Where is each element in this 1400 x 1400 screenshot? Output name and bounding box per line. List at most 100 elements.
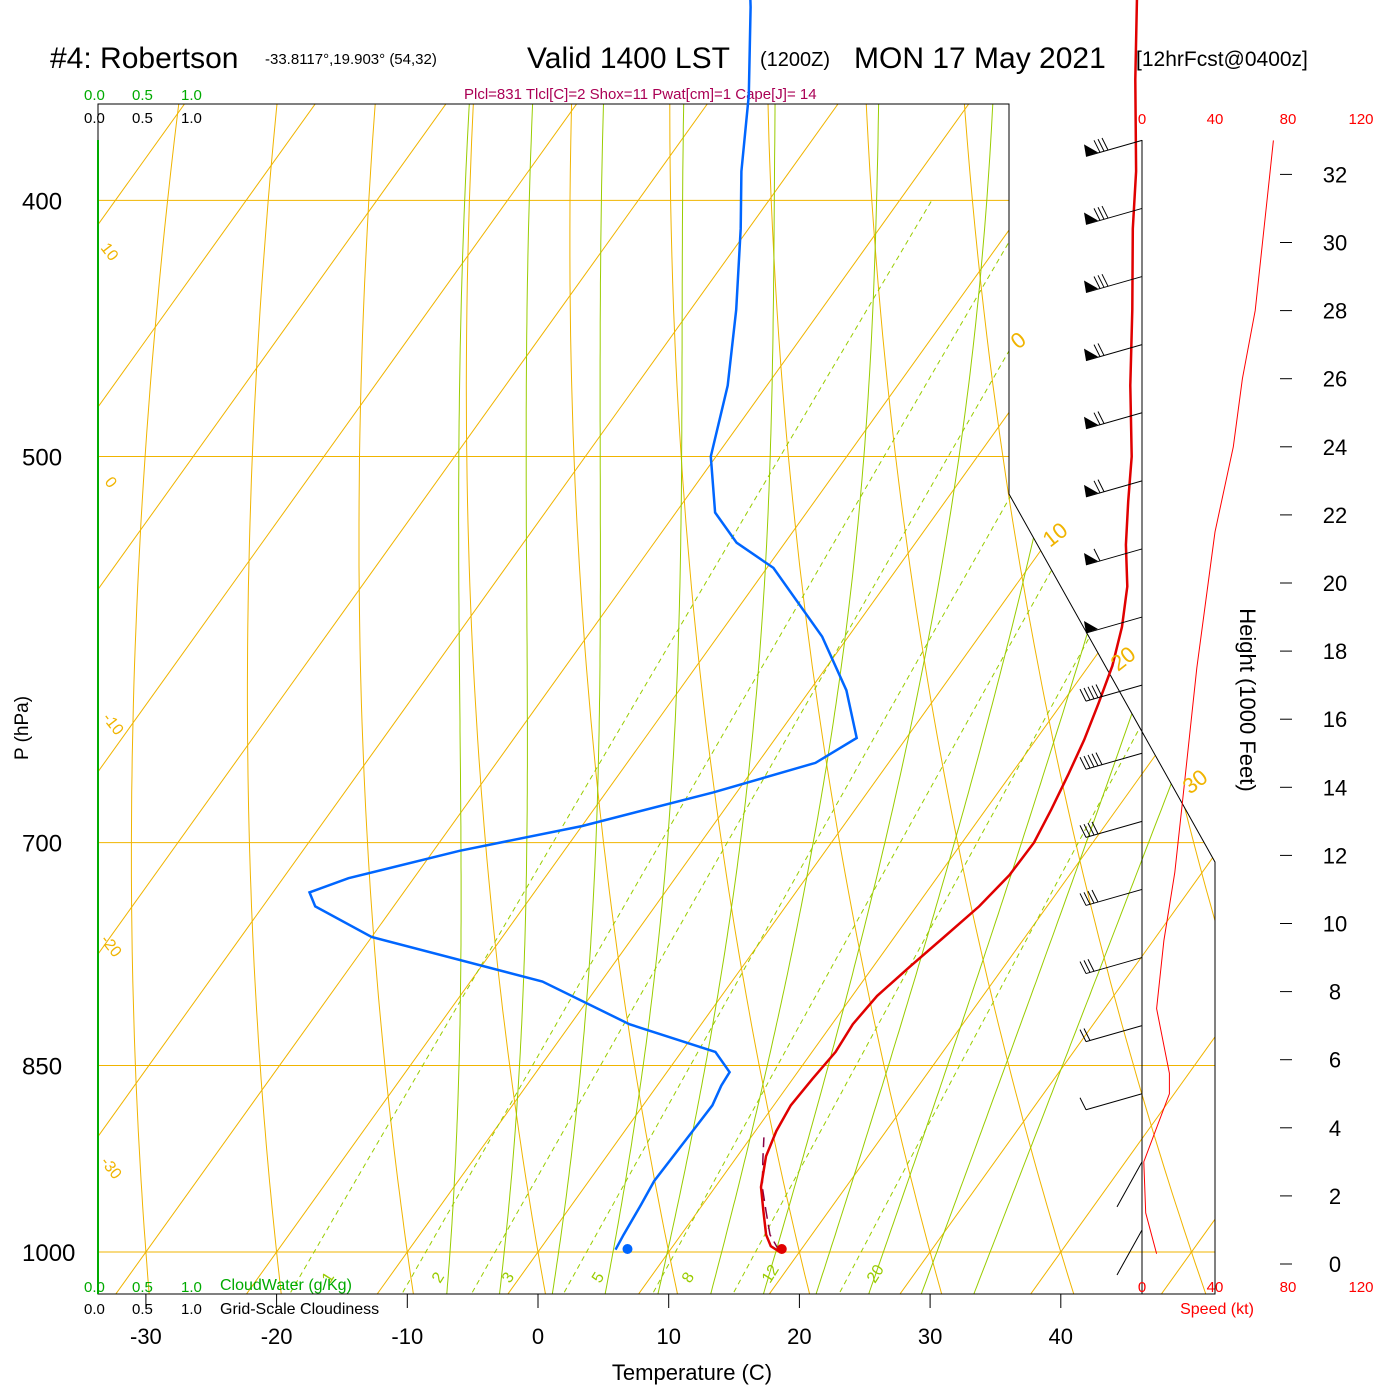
forecast-label: [12hrFcst@0400z] bbox=[1136, 48, 1308, 71]
height-tick-label: 12 bbox=[1323, 843, 1347, 868]
sounding-lines bbox=[307, 0, 1274, 1276]
wind-barb bbox=[1079, 957, 1143, 975]
isotherm-line bbox=[98, 104, 503, 1294]
height-tick-label: 32 bbox=[1323, 162, 1347, 187]
height-tick-label: 20 bbox=[1323, 571, 1347, 596]
pressure-tick-label: 400 bbox=[22, 188, 62, 215]
dry-adiabat bbox=[246, 104, 336, 1294]
dry-adiabat bbox=[569, 104, 681, 1294]
parcel-line bbox=[761, 1137, 781, 1253]
dry-adiabat bbox=[949, 104, 1212, 1294]
valid-time: Valid 1400 LST bbox=[527, 42, 730, 75]
y-axis-title: P (hPa) bbox=[12, 696, 33, 760]
wind-barb bbox=[1084, 205, 1143, 225]
cloudwater-scale-bottom-2: 1.0 bbox=[181, 1279, 202, 1296]
isotherm-label: -20 bbox=[97, 932, 125, 961]
zulu-time: (1200Z) bbox=[760, 49, 830, 71]
mixing-ratio-line bbox=[393, 200, 1034, 1294]
wind-speed-line bbox=[1143, 140, 1274, 1254]
temp-tick-label: 10 bbox=[656, 1324, 680, 1349]
speed-axis-label: Speed (kt) bbox=[1180, 1301, 1254, 1318]
height-tick-label: 6 bbox=[1329, 1048, 1341, 1073]
speed-tick-bottom-3: 120 bbox=[1348, 1279, 1373, 1296]
cloudiness-scale-bottom-0: 0.0 bbox=[84, 1301, 105, 1318]
pressure-tick-label: 1000 bbox=[22, 1240, 75, 1267]
wind-barb bbox=[1079, 820, 1143, 838]
wind-barb bbox=[1079, 1025, 1143, 1043]
moist-adiabat bbox=[497, 104, 567, 1294]
wind-barb bbox=[1116, 1161, 1143, 1208]
dry-adiabat bbox=[1038, 104, 1215, 1294]
mixing-ratio-line bbox=[463, 200, 1097, 1294]
isotherm-label: -10 bbox=[99, 710, 127, 739]
moist-adiabat bbox=[654, 104, 789, 1294]
wind-barb bbox=[1084, 273, 1143, 294]
moist-adiabat bbox=[863, 104, 1215, 1294]
pressure-tick-label: 700 bbox=[22, 831, 62, 858]
dry-adiabat-label: 10 bbox=[1038, 517, 1073, 552]
isotherm-line bbox=[628, 104, 1215, 1294]
wind-barbs bbox=[1079, 137, 1143, 1276]
height-tick-label: 18 bbox=[1323, 639, 1347, 664]
pressure-tick-label: 850 bbox=[22, 1053, 62, 1080]
temp-tick-label: 0 bbox=[532, 1324, 544, 1349]
wind-barb bbox=[1079, 752, 1143, 770]
cloudwater-scale-top-2: 1.0 bbox=[181, 87, 202, 104]
temp-tick-label: 30 bbox=[918, 1324, 942, 1349]
isotherm-line bbox=[758, 104, 1215, 1294]
isotherm-label: 10 bbox=[97, 240, 121, 265]
wind-barb bbox=[1079, 684, 1143, 702]
speed-tick-bottom-2: 80 bbox=[1280, 1279, 1297, 1296]
speed-tick-bottom-0: 0 bbox=[1138, 1279, 1146, 1296]
cloudiness-scale-bottom-1: 0.5 bbox=[132, 1301, 153, 1318]
moist-adiabat bbox=[706, 104, 888, 1294]
isotherm-label: 0 bbox=[101, 474, 120, 492]
speed-tick-top-1: 40 bbox=[1207, 111, 1224, 128]
pressure-tick-label: 500 bbox=[22, 444, 62, 471]
moist-adiabat bbox=[549, 104, 631, 1294]
cloudiness-label: Grid-Scale Cloudiness bbox=[220, 1301, 379, 1318]
height-tick-label: 0 bbox=[1329, 1252, 1341, 1277]
dry-adiabat bbox=[765, 104, 947, 1294]
wind-barb bbox=[1079, 1093, 1143, 1111]
temp-tick-label: -10 bbox=[391, 1324, 423, 1349]
dry-adiabat bbox=[465, 104, 549, 1294]
wind-barb bbox=[1084, 616, 1143, 634]
isotherm-line bbox=[366, 104, 1215, 1294]
height-tick-label: 4 bbox=[1329, 1116, 1341, 1141]
height-tick-label: 8 bbox=[1329, 980, 1341, 1005]
mixing-ratio-line bbox=[555, 200, 1180, 1294]
x-axis-title: Temperature (C) bbox=[612, 1360, 772, 1385]
valid-date: MON 17 May 2021 bbox=[854, 42, 1106, 75]
moist-adiabat bbox=[601, 104, 704, 1294]
height-tick-label: 10 bbox=[1323, 912, 1347, 937]
speed-tick-top-3: 120 bbox=[1348, 111, 1373, 128]
isotherm-line bbox=[98, 104, 1026, 1294]
cloudiness-scale-top-2: 1.0 bbox=[181, 110, 202, 127]
temp-tick-label: -30 bbox=[130, 1324, 162, 1349]
dry-adiabat bbox=[358, 104, 424, 1294]
plot-border bbox=[97, 103, 1216, 1295]
mixing-ratio-label: 8 bbox=[679, 1269, 698, 1286]
height-tick-label: 22 bbox=[1323, 503, 1347, 528]
sounding-params: Plcl=831 Tlcl[C]=2 Shox=11 Pwat[cm]=1 Ca… bbox=[464, 86, 817, 103]
dry-adiabat bbox=[1390, 0, 1400, 1308]
isotherm-line bbox=[105, 104, 1215, 1294]
dry-adiabat bbox=[1126, 104, 1215, 1294]
height-tick-label: 2 bbox=[1329, 1184, 1341, 1209]
isotherm-label: -30 bbox=[97, 1154, 125, 1183]
mixing-ratio-label: 12 bbox=[759, 1262, 783, 1286]
moist-adiabat bbox=[758, 104, 1006, 1294]
height-tick-label: 14 bbox=[1323, 775, 1347, 800]
dry-adiabat bbox=[859, 104, 1079, 1294]
height-tick-label: 26 bbox=[1323, 367, 1347, 392]
isotherm-line bbox=[98, 104, 634, 1294]
dry-adiabat bbox=[1302, 0, 1400, 1308]
mixing-ratio-line bbox=[281, 200, 933, 1294]
height-tick-label: 30 bbox=[1323, 231, 1347, 256]
wind-barb bbox=[1084, 411, 1143, 430]
speed-tick-bottom-1: 40 bbox=[1207, 1279, 1224, 1296]
station-coords: -33.8117°,19.903° (54,32) bbox=[265, 51, 437, 68]
moist-adiabat bbox=[811, 104, 1143, 1294]
